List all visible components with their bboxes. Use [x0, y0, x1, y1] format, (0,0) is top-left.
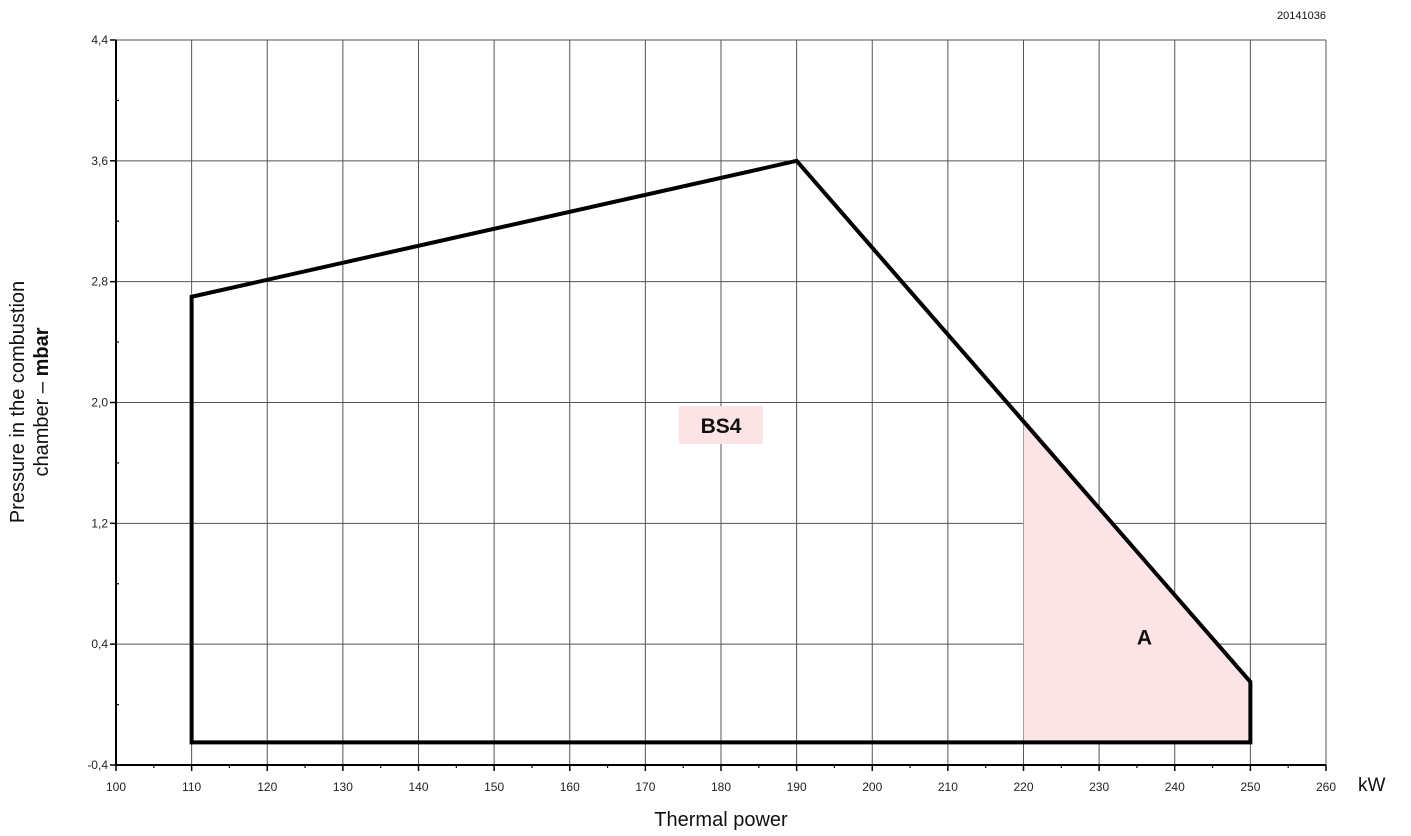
y-tick-label: -0,4 — [87, 758, 108, 772]
y-axis-title-line2: chamber – mbar — [31, 327, 53, 476]
x-tick-label: 260 — [1316, 780, 1336, 794]
x-tick-label: 150 — [484, 780, 504, 794]
x-tick-label: 180 — [711, 780, 731, 794]
x-tick-label: 120 — [257, 780, 277, 794]
y-axis-title-text: chamber – — [31, 376, 53, 476]
y-tick-label: 2,8 — [91, 275, 108, 289]
annotation-background — [679, 406, 763, 445]
x-axis-unit: kW — [1358, 775, 1386, 796]
axes — [110, 39, 1327, 771]
series-layer — [189, 158, 1253, 745]
y-tick-label: 3,6 — [91, 154, 108, 168]
annotation-label-a: A — [1137, 627, 1152, 650]
y-axis-unit: mbar — [31, 327, 53, 376]
y-axis-title-line1: Pressure in the combustion — [7, 281, 29, 523]
x-tick-label: 200 — [862, 780, 882, 794]
x-tick-label: 230 — [1089, 780, 1109, 794]
tick-labels: 100 110 120 130 140 150 160 170 180 190 200 210 220 2… — [87, 33, 1336, 794]
y-tick-label: 4,4 — [91, 33, 108, 47]
x-tick-label: 240 — [1165, 780, 1185, 794]
annotation-label-bs4: BS4 — [701, 415, 742, 438]
x-tick-label: 190 — [787, 780, 807, 794]
x-tick-label: 140 — [408, 780, 428, 794]
x-tick-label: 210 — [938, 780, 958, 794]
x-tick-label: 160 — [560, 780, 580, 794]
annotations: BS4 A — [679, 406, 1152, 650]
figure-code: 20141036 — [1277, 10, 1326, 22]
y-axis-title: Pressure in the combustion chamber – mba… — [7, 281, 53, 523]
x-tick-label: 220 — [1013, 780, 1033, 794]
x-tick-label: 250 — [1240, 780, 1260, 794]
x-tick-label: 110 — [182, 780, 201, 794]
y-tick-label: 2,0 — [91, 396, 108, 410]
shaded-region-layer — [1023, 417, 1251, 743]
x-tick-label: 100 — [106, 780, 126, 794]
y-tick-label: 0,4 — [91, 637, 108, 651]
shaded-region-a — [1023, 417, 1251, 743]
y-tick-label: 1,2 — [91, 516, 108, 530]
x-tick-label: 130 — [333, 780, 353, 794]
series-outline-bs4 — [189, 158, 1253, 745]
x-tick-label: 170 — [635, 780, 655, 794]
x-axis-title: Thermal power — [654, 809, 788, 831]
